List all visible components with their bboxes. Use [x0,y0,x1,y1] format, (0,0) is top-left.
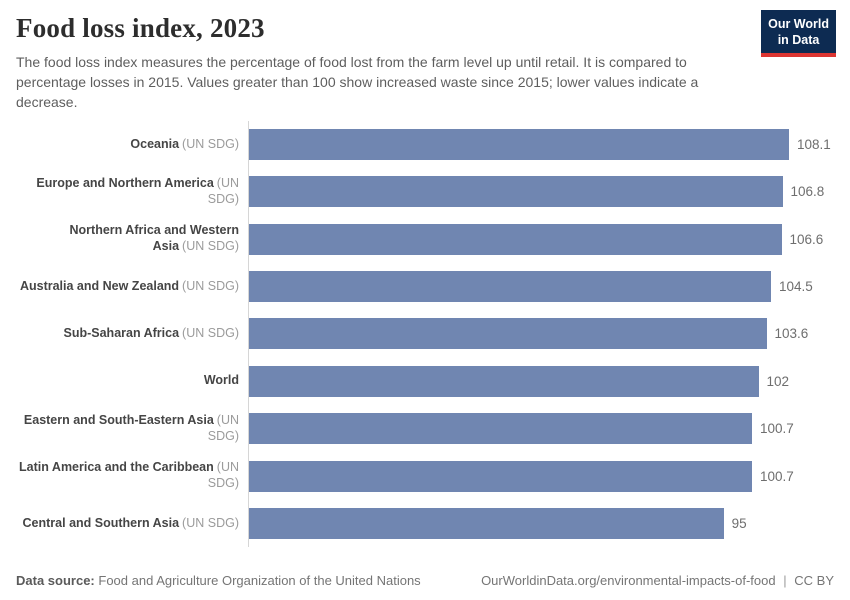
plot-area: 104.5 [248,262,834,311]
chart-row: World 102 [16,357,834,405]
row-label-name: Australia and New Zealand [19,278,180,293]
owid-logo-line2: in Data [777,33,820,48]
row-label: Eastern and South-Eastern Asia (UN SDG) [16,413,248,444]
row-label-name: Europe and Northern America [36,176,214,191]
data-source: Data source: Food and Agriculture Organi… [16,573,421,588]
row-label: World [16,373,248,389]
data-source-label: Data source: [16,573,95,588]
row-label: Sub-Saharan Africa (UN SDG) [16,326,248,342]
chart-row: Latin America and the Caribbean (UN SDG) … [16,452,834,500]
value-label: 95 [731,515,747,531]
row-label-qualifier: (UN SDG) [207,460,239,491]
chart-title: Food loss index, 2023 [16,13,265,43]
bar[interactable] [249,318,767,350]
row-label-qualifier: (UN SDG) [207,176,239,206]
bar[interactable] [249,270,771,302]
row-label: Europe and Northern America (UN SDG) [16,176,248,207]
bar[interactable] [249,413,752,445]
value-label: 102 [766,373,790,389]
plot-area: 106.6 [248,215,834,263]
bar[interactable] [249,128,789,160]
plot-area: 103.6 [248,310,834,358]
value-label: 104.5 [779,278,813,294]
chart-subtitle: The food loss index measures the percent… [16,54,699,110]
row-label-qualifier: (UN SDG) [182,326,239,341]
value-label: 100.7 [760,468,794,484]
chart-row: Sub-Saharan Africa (UN SDG) 103.6 [16,310,834,358]
row-label-name: Oceania [130,136,180,151]
row-label: Latin America and the Caribbean (UN SDG) [16,460,248,491]
value-label: 108.1 [797,136,831,152]
row-label-name: Eastern and South-Eastern Asia [23,413,214,428]
chart-row: Oceania (UN SDG) 108.1 [16,120,834,169]
plot-area: 106.8 [248,168,834,216]
footer-license[interactable]: CC BY [794,573,834,588]
row-label: Oceania (UN SDG) [16,137,248,153]
chart-footer: Data source: Food and Agriculture Organi… [16,573,834,588]
plot-area: 102 [248,357,834,405]
bar[interactable] [249,365,759,397]
value-label: 103.6 [774,326,809,342]
row-label-qualifier: (UN SDG) [182,515,239,530]
row-label-name: World [203,373,239,388]
footer-separator: | [783,573,787,588]
plot-area: 95 [248,499,834,548]
chart-row: Central and Southern Asia (UN SDG) 95 [16,499,834,548]
chart-row: Eastern and South-Eastern Asia (UN SDG) 1… [16,404,834,453]
data-source-value: Food and Agriculture Organization of the… [98,573,421,588]
chart-row: Northern Africa and Western Asia (UN SDG)… [16,215,834,263]
row-label-qualifier: (UN SDG) [182,239,239,254]
value-label: 106.6 [789,231,824,247]
row-label-name: Central and Southern Asia [22,515,180,530]
row-label-qualifier: (UN SDG) [207,413,239,443]
bar[interactable] [249,176,783,208]
footer-citation: OurWorldinData.org/environmental-impacts… [481,573,834,588]
row-label-name: Northern Africa and Western Asia [69,223,239,254]
plot-area: 100.7 [248,452,834,500]
chart-row: Australia and New Zealand (UN SDG) 104.5 [16,262,834,311]
row-label: Australia and New Zealand (UN SDG) [16,279,248,295]
bar[interactable] [249,507,724,539]
row-label-qualifier: (UN SDG) [182,278,239,293]
chart-header: Food loss index, 2023 The food loss inde… [16,0,834,113]
row-label: Central and Southern Asia (UN SDG) [16,516,248,532]
value-label: 100.7 [760,421,794,437]
row-label: Northern Africa and Western Asia (UN SDG) [16,223,248,254]
footer-url[interactable]: OurWorldinData.org/environmental-impacts… [481,573,776,588]
owid-logo-line1: Our World [768,17,829,31]
row-label-name: Sub-Saharan Africa [63,326,180,341]
bar[interactable] [249,223,782,255]
chart-row: Europe and Northern America (UN SDG) 106.… [16,168,834,216]
row-label-name: Latin America and the Caribbean [19,460,214,475]
value-label: 106.8 [790,184,825,200]
plot-area: 108.1 [248,120,834,169]
bar-chart: Oceania (UN SDG) 108.1 Europe and Norther… [16,120,834,548]
row-label-qualifier: (UN SDG) [182,136,239,151]
bar[interactable] [249,460,752,492]
owid-logo[interactable]: Our World in Data [761,10,836,57]
plot-area: 100.7 [248,404,834,453]
